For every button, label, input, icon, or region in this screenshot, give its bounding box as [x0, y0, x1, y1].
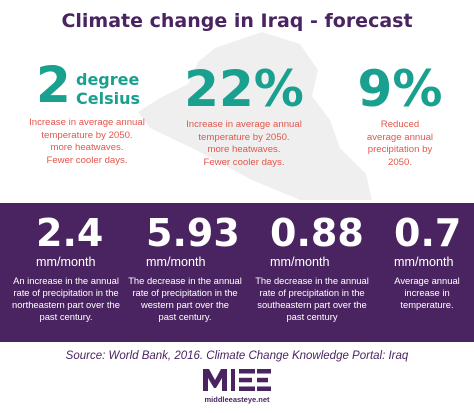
- stat-unit: mm/month: [394, 255, 454, 269]
- stat-value: 2: [36, 56, 71, 114]
- stat-west-precipitation: 5.93 mm/month The decrease in the annual…: [126, 213, 244, 323]
- stat-unit: mm/month: [270, 255, 330, 269]
- stat-unit: degree Celsius: [76, 70, 140, 108]
- top-section: Climate change in Iraq - forecast 2 degr…: [0, 0, 474, 200]
- stat-description: Average annual increase in temperature.: [394, 275, 460, 310]
- stat-temperature-increase: 0.7 mm/month Average annual increase in …: [384, 213, 470, 311]
- stat-description: Increase in average annual temperature b…: [29, 117, 145, 166]
- stat-description: An increase in the annual rate of precip…: [12, 275, 120, 322]
- source-note: Source: World Bank, 2016. Climate Change…: [65, 350, 409, 362]
- stat-description: The decrease in the annual rate of preci…: [128, 275, 242, 322]
- stat-value: 9%: [357, 60, 443, 118]
- stat-value: 22%: [184, 60, 304, 118]
- stat-northeast-precipitation: 2.4 mm/month An increase in the annual r…: [6, 213, 126, 323]
- stat-temperature-percent: 22% Increase in average annual temperatu…: [168, 62, 320, 169]
- mee-logo[interactable]: [201, 368, 273, 392]
- stat-value: 5.93: [146, 211, 240, 255]
- stat-temperature-degree: 2 degree Celsius Increase in average ann…: [10, 58, 164, 167]
- stat-description: Increase in average annual temperature b…: [186, 119, 302, 168]
- page-title: Climate change in Iraq - forecast: [61, 10, 413, 32]
- stat-precipitation-percent: 9% Reduced average annual precipitation …: [330, 62, 470, 169]
- stat-value: 2.4: [36, 211, 104, 255]
- precipitation-band: 2.4 mm/month An increase in the annual r…: [0, 203, 474, 342]
- stat-unit: mm/month: [146, 255, 206, 269]
- logo-caption[interactable]: middleeasteye.net: [204, 395, 270, 404]
- stat-description: Reduced average annual precipitation by …: [366, 119, 434, 168]
- stat-value: 0.88: [270, 211, 364, 255]
- stat-southeast-precipitation: 0.88 mm/month The decrease in the annual…: [250, 213, 374, 323]
- stat-unit: mm/month: [36, 255, 96, 269]
- stat-value: 0.7: [394, 211, 462, 255]
- stat-description: The decrease in the annual rate of preci…: [255, 275, 369, 322]
- iraq-map-silhouette: [138, 32, 372, 200]
